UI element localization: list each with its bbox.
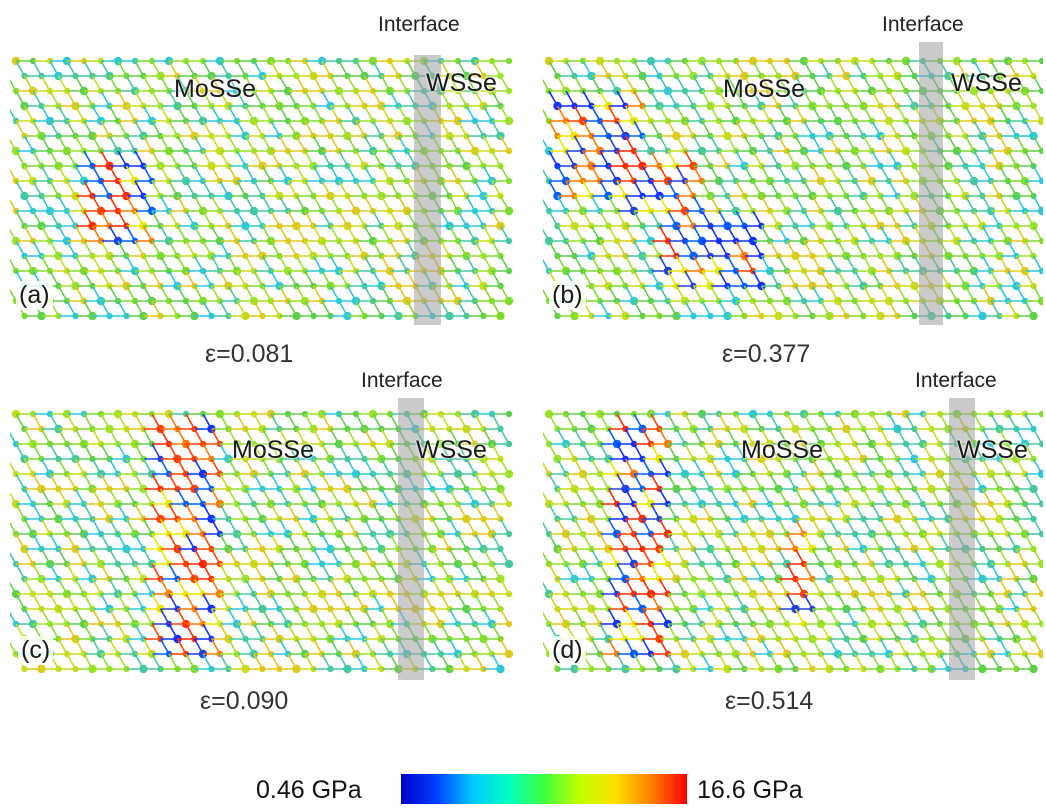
atom — [505, 530, 513, 538]
atom — [37, 664, 46, 674]
panel-tag: (a) — [16, 281, 53, 310]
atom — [505, 237, 513, 245]
interface-band — [919, 42, 943, 325]
atom — [860, 312, 867, 320]
atom — [876, 311, 885, 321]
interface-label: Interface — [378, 13, 460, 36]
atom — [37, 311, 46, 321]
atom — [962, 312, 969, 320]
interface-band — [414, 55, 441, 325]
material-label-mosse: MoSSe — [723, 75, 805, 103]
material-label-wsse: WSSe — [426, 69, 497, 97]
atom — [911, 312, 918, 320]
panel-b: MoSSe WSSe (b) — [543, 42, 1043, 325]
atom — [894, 312, 901, 320]
atom — [504, 559, 514, 569]
panel-a: MoSSe WSSe (a) — [10, 55, 515, 325]
atomic-lattice-a — [10, 56, 514, 321]
material-label-mosse: MoSSe — [174, 75, 256, 103]
atom — [505, 57, 513, 65]
atom — [505, 87, 513, 95]
atom — [843, 312, 850, 320]
lattice-atoms — [543, 409, 1043, 674]
lattice-atoms — [543, 56, 1043, 321]
material-label-wsse: WSSe — [951, 69, 1022, 97]
atom — [1038, 177, 1043, 185]
atom — [505, 267, 513, 275]
atomic-lattice-c — [10, 409, 514, 674]
atom — [825, 311, 834, 321]
atom — [505, 500, 513, 508]
material-label-mosse: MoSSe — [232, 436, 314, 464]
strain-label: ε=0.090 — [200, 687, 289, 715]
atom — [505, 147, 513, 155]
lattice-atoms — [10, 56, 514, 321]
atom — [1013, 312, 1020, 320]
atom — [809, 312, 816, 320]
strain-label: ε=0.081 — [205, 340, 294, 368]
atom — [978, 311, 987, 321]
atom — [996, 312, 1003, 320]
atom — [1038, 267, 1043, 275]
atom — [1037, 116, 1043, 126]
interface-label: Interface — [361, 369, 443, 392]
atomic-lattice-b — [543, 56, 1043, 321]
atom — [504, 469, 514, 479]
interface-band — [398, 398, 424, 680]
strain-label: ε=0.377 — [722, 340, 811, 368]
atom — [504, 206, 514, 216]
panel-tag: (c) — [18, 636, 54, 665]
atom — [505, 440, 513, 448]
panel-d: MoSSe WSSe (d) — [543, 398, 1043, 680]
atom — [504, 649, 514, 659]
atom — [505, 410, 513, 418]
atom — [1038, 237, 1043, 245]
atom — [504, 296, 514, 306]
material-label-wsse: WSSe — [416, 436, 487, 464]
atom — [1038, 57, 1043, 65]
lattice-atoms — [10, 409, 514, 674]
atomic-lattice-d — [543, 409, 1043, 674]
atom — [504, 116, 514, 126]
atom — [1037, 296, 1043, 306]
atom — [1029, 311, 1038, 321]
panel-tag: (b) — [549, 281, 586, 310]
atom — [1038, 147, 1043, 155]
panel-c: MoSSe WSSe (c) — [10, 398, 515, 680]
atom — [505, 620, 513, 628]
atom — [496, 664, 505, 674]
atom — [505, 177, 513, 185]
atom — [1038, 410, 1043, 418]
atom — [1038, 440, 1043, 448]
atom — [505, 590, 513, 598]
atom — [1037, 206, 1043, 216]
atom — [496, 311, 505, 321]
atom — [1038, 87, 1043, 95]
interface-label: Interface — [882, 13, 964, 36]
atom — [945, 312, 952, 320]
